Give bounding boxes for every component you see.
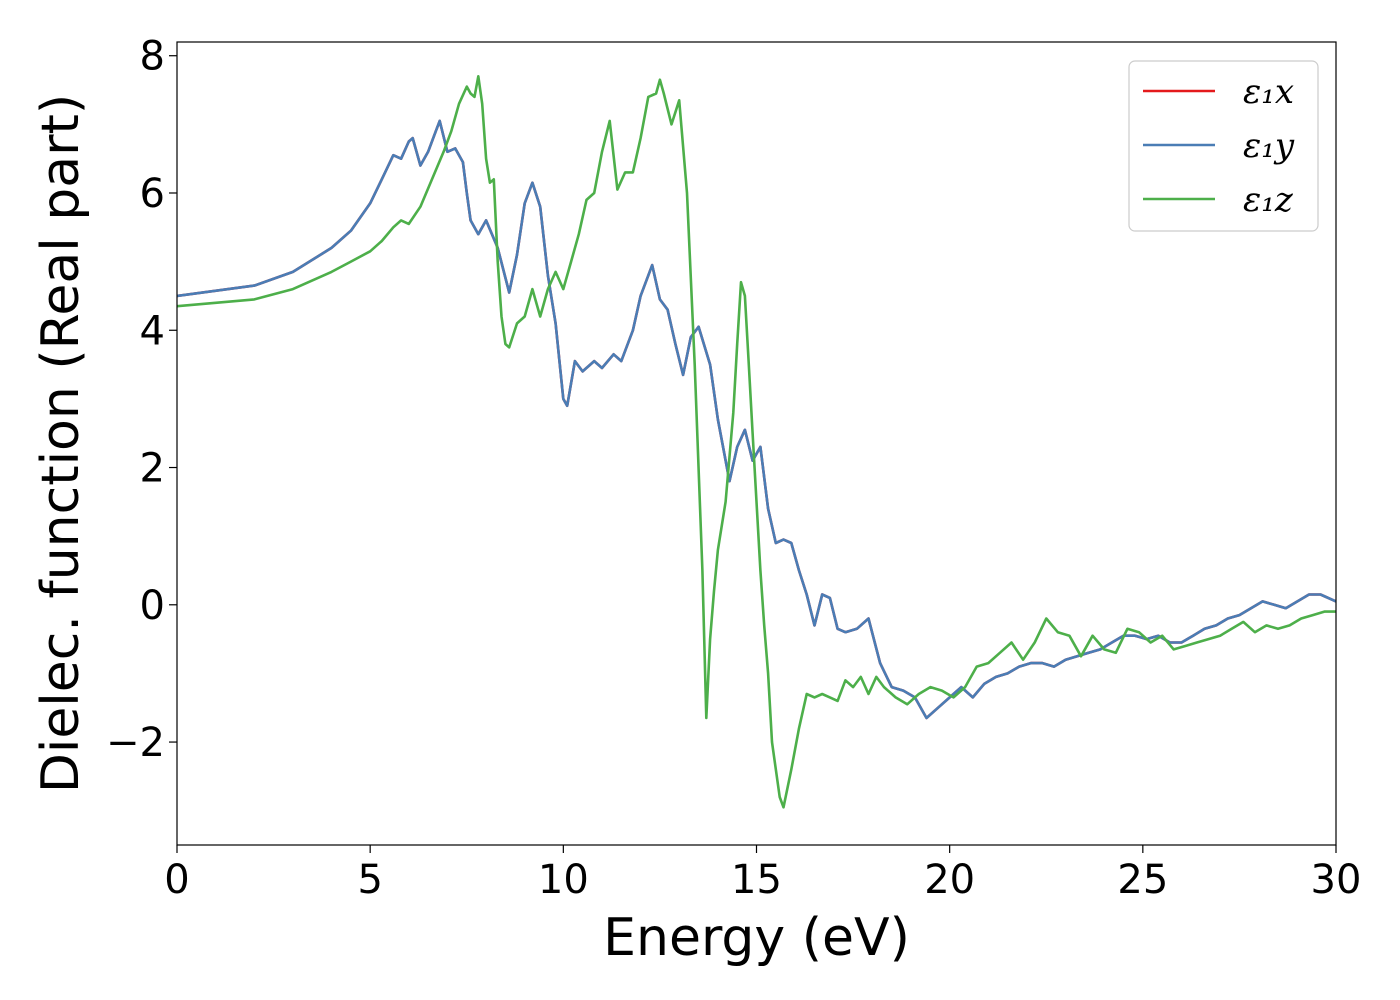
y-tick-label: 8 (140, 34, 165, 80)
x-tick-label: 0 (164, 857, 189, 903)
series-line-2 (177, 119, 1336, 720)
legend-label: ε₁x (1243, 72, 1294, 112)
x-tick-label: 5 (357, 857, 382, 903)
x-tick-label: 10 (538, 857, 589, 903)
series-line-3 (177, 75, 1336, 809)
y-tick-label: 4 (140, 308, 165, 354)
y-tick-label: −2 (106, 720, 165, 766)
y-tick-label: 6 (140, 171, 165, 217)
x-tick-label: 20 (924, 857, 975, 903)
legend-label: ε₁z (1243, 180, 1294, 220)
x-tick-label: 25 (1117, 857, 1168, 903)
legend-label: ε₁y (1243, 126, 1295, 166)
x-axis-title: Energy (eV) (603, 908, 910, 968)
y-axis-title: Dielec. function (Real part) (31, 94, 91, 793)
x-tick-label: 15 (731, 857, 782, 903)
axes: 0 5 10 15 20 25 30 −2 0 2 4 6 8 (106, 34, 1361, 903)
x-tick-label: 30 (1311, 857, 1362, 903)
y-tick-label: 0 (140, 583, 165, 629)
y-tick-label: 2 (140, 446, 165, 492)
plot-area (177, 75, 1336, 809)
legend-box (1128, 60, 1319, 232)
legend: ε₁x ε₁y ε₁z (1128, 60, 1319, 232)
